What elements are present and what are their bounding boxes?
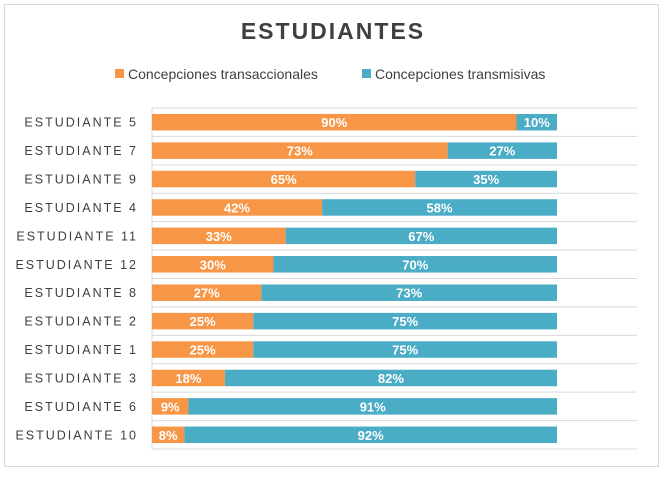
bar-transmisivas: [184, 426, 557, 444]
bar-transaccionales: [152, 398, 189, 415]
category-label: ESTUDIANTE 6: [24, 400, 138, 414]
bar-transaccionales: [152, 341, 254, 358]
data-label: 8%: [159, 428, 178, 443]
bar-transaccionales: [152, 284, 262, 301]
bar-transmisivas: [224, 369, 557, 387]
bar-transmisivas: [322, 199, 557, 216]
data-label: 33%: [206, 229, 232, 244]
category-label: ESTUDIANTE 3: [24, 371, 138, 385]
data-label: 18%: [175, 371, 201, 386]
bar-transaccionales: [152, 227, 286, 245]
data-label: 9%: [161, 399, 180, 414]
bar-transmisivas: [273, 256, 557, 273]
category-label: ESTUDIANTE 9: [24, 173, 138, 187]
data-label: 92%: [358, 428, 384, 443]
data-label: 58%: [427, 200, 453, 215]
category-label: ESTUDIANTE 11: [16, 229, 138, 243]
data-label: 75%: [392, 343, 418, 358]
bar-transmisivas: [253, 341, 557, 358]
bar-transmisivas: [285, 227, 557, 245]
bar-transmisivas: [261, 284, 557, 301]
bar-transmisivas: [253, 312, 557, 330]
category-label: ESTUDIANTE 2: [24, 315, 138, 329]
bar-transaccionales: [152, 113, 517, 131]
category-label: ESTUDIANTE 8: [24, 286, 138, 300]
legend-label-transmisivas: Concepciones transmisivas: [375, 66, 546, 82]
data-label: 30%: [200, 257, 226, 272]
legend-label-transaccionales: Concepciones transaccionales: [128, 66, 318, 82]
data-label: 70%: [402, 257, 428, 272]
chart-title: ESTUDIANTES: [240, 18, 426, 44]
data-label: 25%: [190, 314, 216, 329]
category-label: ESTUDIANTE 5: [24, 116, 138, 130]
data-label: 73%: [287, 144, 313, 159]
category-label: ESTUDIANTE 12: [15, 258, 138, 272]
chart-legend: Concepciones transaccionales Concepcione…: [0, 65, 666, 83]
legend-swatch-transmisivas: [362, 69, 371, 78]
category-label: ESTUDIANTE 10: [15, 428, 138, 442]
data-label: 91%: [360, 399, 386, 414]
data-label: 73%: [396, 286, 422, 301]
data-label: 90%: [321, 115, 347, 130]
bar-transaccionales: [152, 142, 448, 159]
category-label: ESTUDIANTE 7: [24, 144, 138, 158]
bar-transaccionales: [152, 312, 254, 330]
category-label: ESTUDIANTE 1: [24, 343, 138, 357]
bar-transaccionales: [152, 369, 225, 387]
data-label: 82%: [378, 371, 404, 386]
bar-transaccionales: [152, 170, 416, 188]
category-label: ESTUDIANTE 4: [24, 201, 138, 215]
data-label: 42%: [224, 200, 250, 215]
bar-transmisivas: [188, 398, 557, 415]
data-label: 67%: [408, 229, 434, 244]
data-label: 27%: [194, 286, 220, 301]
data-label: 10%: [524, 115, 550, 130]
bar-transaccionales: [152, 256, 274, 273]
bar-transmisivas: [447, 142, 557, 159]
bar-transmisivas: [415, 170, 557, 188]
bar-transaccionales: [152, 426, 185, 444]
data-label: 35%: [473, 172, 499, 187]
bar-transmisivas: [516, 113, 557, 131]
data-label: 75%: [392, 314, 418, 329]
bar-transaccionales: [152, 199, 323, 216]
data-label: 25%: [190, 343, 216, 358]
legend-swatch-transaccionales: [115, 69, 124, 78]
data-label: 65%: [271, 172, 297, 187]
data-label: 27%: [489, 144, 515, 159]
